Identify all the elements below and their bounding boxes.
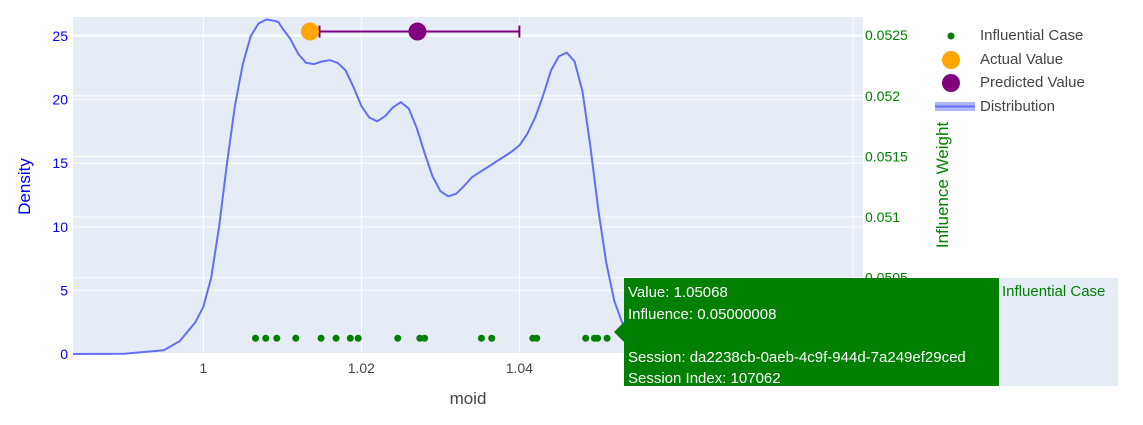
distribution-line[interactable] [72, 18, 635, 355]
y-tick-label: 25 [52, 28, 68, 44]
tooltip-line: Influence: 0.05000008 [628, 305, 777, 323]
tooltip-line: Session Index: 107062 [628, 370, 781, 387]
influential-case-point[interactable] [292, 334, 300, 342]
x-tick-label: 1.02 [348, 360, 375, 376]
y2-tick-label: 0.052 [865, 88, 900, 104]
legend-item-distribution[interactable]: Distribution [930, 96, 1130, 120]
legend: Influential Case Actual Value Predicted … [930, 25, 1130, 119]
influential-case-point[interactable] [533, 334, 541, 342]
y2-tick-label: 0.051 [865, 209, 900, 225]
influential-case-point[interactable] [273, 334, 281, 342]
legend-item-influential-case[interactable]: Influential Case [930, 25, 1130, 49]
influential-case-point[interactable] [603, 334, 611, 342]
influential-case-point[interactable] [394, 334, 402, 342]
influential-case-point[interactable] [317, 334, 325, 342]
y-axis-title: Density [15, 158, 34, 215]
series-layer [72, 18, 635, 355]
tooltip-line: Session: da2238cb-0aeb-4c9f-944d-7a249ef… [628, 348, 966, 366]
grid-lines [73, 17, 863, 355]
influential-case-point[interactable] [477, 334, 485, 342]
y-tick-label: 20 [52, 92, 68, 108]
influential-case-point[interactable] [594, 334, 602, 342]
influential-case-point[interactable] [488, 334, 496, 342]
tooltip-line: Value: 1.05068 [628, 284, 728, 301]
y-tick-label: 10 [52, 219, 68, 235]
x-axis-title: moid [450, 389, 487, 408]
y-tick-label: 0 [60, 346, 68, 362]
influential-case-point[interactable] [262, 334, 270, 342]
legend-label: Influential Case [980, 27, 1084, 44]
actual-value-point[interactable] [301, 22, 319, 41]
influential-case-point[interactable] [354, 334, 362, 342]
tooltip-trace-name: Influential Case [999, 278, 1118, 386]
legend-item-predicted-value[interactable]: Predicted Value [930, 72, 1130, 96]
tooltip-arrow [614, 322, 624, 342]
y-axis: 0 5 10 15 20 25 [52, 28, 68, 362]
legend-dot-purple-icon [942, 74, 960, 92]
y-tick-label: 15 [52, 155, 68, 171]
x-tick-label: 1.04 [506, 360, 533, 376]
y-tick-label: 5 [60, 282, 68, 298]
x-tick-label: 1 [199, 360, 207, 376]
hover-tooltip: Value: 1.05068 Influence: 0.05000008 Ses… [624, 278, 999, 387]
y2-axis-title: Influence Weight [933, 122, 952, 249]
legend-label: Distribution [980, 97, 1056, 115]
y2-tick-label: 0.0515 [865, 148, 908, 164]
x-axis: 1 1.02 1.04 [199, 360, 533, 376]
predicted-value-point[interactable] [408, 22, 427, 41]
influential-case-point[interactable] [251, 334, 259, 342]
y2-tick-label: 0.0525 [865, 27, 908, 43]
tooltip-line [628, 325, 995, 347]
influential-case-point[interactable] [332, 334, 340, 342]
legend-label: Predicted Value [980, 74, 1085, 91]
legend-dot-small-icon [947, 32, 955, 40]
influential-case-point[interactable] [582, 334, 590, 342]
legend-item-actual-value[interactable]: Actual Value [930, 49, 1130, 73]
influential-case-point[interactable] [346, 334, 354, 342]
legend-line-icon [935, 101, 975, 111]
legend-dot-orange-icon [942, 50, 960, 69]
influential-case-point[interactable] [421, 334, 429, 342]
legend-label: Actual Value [980, 50, 1064, 68]
